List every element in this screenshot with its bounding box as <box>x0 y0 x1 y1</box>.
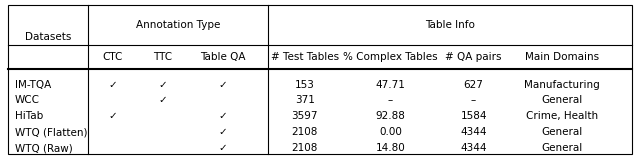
Text: –: – <box>471 96 476 105</box>
Text: 2108: 2108 <box>291 143 318 153</box>
Text: Table QA: Table QA <box>200 52 246 62</box>
Text: WTQ (Raw): WTQ (Raw) <box>15 143 72 153</box>
Text: 1584: 1584 <box>460 111 487 121</box>
Text: ✓: ✓ <box>158 96 167 105</box>
Text: ✓: ✓ <box>108 80 117 90</box>
Text: General: General <box>541 96 582 105</box>
Text: WTQ (Flatten): WTQ (Flatten) <box>15 127 87 137</box>
Text: ✓: ✓ <box>218 143 227 153</box>
Text: 3597: 3597 <box>291 111 318 121</box>
Text: 4344: 4344 <box>460 143 487 153</box>
Text: TTC: TTC <box>153 52 172 62</box>
Text: 2108: 2108 <box>291 127 318 137</box>
Text: WCC: WCC <box>15 96 40 105</box>
Text: 47.71: 47.71 <box>376 80 405 90</box>
Text: 4344: 4344 <box>460 127 487 137</box>
Text: HiTab: HiTab <box>15 111 43 121</box>
Text: ✓: ✓ <box>218 111 227 121</box>
Text: ✓: ✓ <box>218 80 227 90</box>
Text: 0.00: 0.00 <box>379 127 402 137</box>
Text: ✓: ✓ <box>108 111 117 121</box>
Text: CTC: CTC <box>102 52 123 62</box>
Text: 14.80: 14.80 <box>376 143 405 153</box>
Text: # Test Tables: # Test Tables <box>271 52 339 62</box>
Text: –: – <box>388 96 393 105</box>
Text: Crime, Health: Crime, Health <box>526 111 598 121</box>
Text: # QA pairs: # QA pairs <box>445 52 502 62</box>
Text: Annotation Type: Annotation Type <box>136 20 220 30</box>
Text: 153: 153 <box>294 80 315 90</box>
Text: ✓: ✓ <box>158 80 167 90</box>
Text: IM-TQA: IM-TQA <box>15 80 51 90</box>
Text: Main Domains: Main Domains <box>525 52 599 62</box>
Text: 627: 627 <box>463 80 484 90</box>
Text: General: General <box>541 127 582 137</box>
Text: Table Info: Table Info <box>425 20 475 30</box>
Text: % Complex Tables: % Complex Tables <box>343 52 438 62</box>
Text: Datasets: Datasets <box>25 32 71 42</box>
Text: ✓: ✓ <box>218 127 227 137</box>
Text: 92.88: 92.88 <box>376 111 405 121</box>
Text: General: General <box>541 143 582 153</box>
Text: Manufacturing: Manufacturing <box>524 80 600 90</box>
Text: 371: 371 <box>294 96 315 105</box>
